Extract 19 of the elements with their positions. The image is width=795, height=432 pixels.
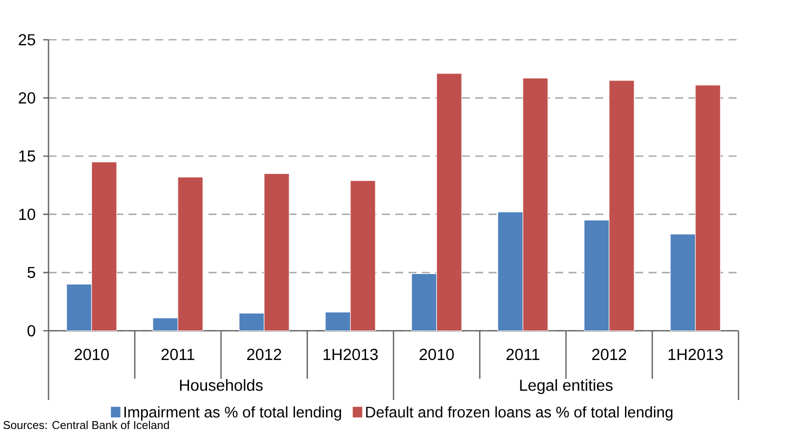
legend-label: Impairment as % of total lending [124,406,342,421]
y-tick-label: 0 [28,325,36,336]
x-tick-label: 2012 [247,348,282,360]
y-tick-label: 25 [18,34,36,46]
x-tick-label: 1H2013 [324,348,378,360]
x-tick-label: 2010 [74,348,109,360]
x-tick-label: 1H2013 [668,348,723,360]
x-tick-label: 2012 [592,348,626,360]
y-tick-label: 10 [19,208,36,220]
legend-label: Default and frozen loans as % of total lending [366,406,672,421]
text: Legal entities [520,379,613,394]
x-tick-label: 2010 [420,348,454,360]
y-tick-label: 5 [28,266,36,278]
source-note: Sources: Central Bank of Iceland [3,420,169,430]
y-tick-label: 15 [19,150,36,162]
text: Households [180,379,263,391]
x-tick-label: 2011 [161,348,194,360]
y-tick-label: 20 [18,92,36,104]
x-tick-label: 2011 [506,348,540,360]
